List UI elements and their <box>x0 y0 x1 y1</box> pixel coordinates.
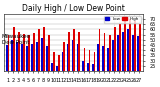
Bar <box>94 52 95 87</box>
Bar <box>77 44 78 87</box>
Bar <box>139 24 141 87</box>
Bar <box>33 33 35 87</box>
Bar <box>137 36 139 87</box>
Bar <box>46 46 48 87</box>
Bar <box>122 32 124 87</box>
Bar <box>114 27 116 87</box>
Bar <box>92 64 94 87</box>
Text: Milwaukee
Dew Point: Milwaukee Dew Point <box>2 34 30 45</box>
Bar <box>18 32 20 87</box>
Bar <box>68 32 70 87</box>
Legend: Low, High: Low, High <box>104 16 140 23</box>
Bar <box>89 50 90 87</box>
Bar <box>13 27 15 87</box>
Bar <box>11 40 13 87</box>
Bar <box>127 29 129 87</box>
Bar <box>102 46 104 87</box>
Bar <box>26 46 28 87</box>
Bar <box>107 48 109 87</box>
Bar <box>48 35 50 87</box>
Bar <box>36 42 38 87</box>
Bar <box>129 19 131 87</box>
Bar <box>132 35 134 87</box>
Bar <box>62 52 63 87</box>
Bar <box>72 40 73 87</box>
Bar <box>31 44 33 87</box>
Bar <box>97 44 99 87</box>
Bar <box>23 34 25 87</box>
Bar <box>58 55 60 87</box>
Bar <box>28 35 30 87</box>
Bar <box>8 35 9 87</box>
Bar <box>119 24 121 87</box>
Bar <box>21 44 23 87</box>
Bar <box>78 32 80 87</box>
Bar <box>84 48 85 87</box>
Bar <box>124 21 126 87</box>
Bar <box>41 38 43 87</box>
Bar <box>104 33 105 87</box>
Bar <box>82 61 84 87</box>
Bar <box>43 27 45 87</box>
Bar <box>38 29 40 87</box>
Bar <box>134 21 136 87</box>
Bar <box>6 45 8 87</box>
Bar <box>53 52 55 87</box>
Bar <box>87 63 89 87</box>
Bar <box>109 35 111 87</box>
Bar <box>63 42 65 87</box>
Title: Daily High / Low Dew Point: Daily High / Low Dew Point <box>22 4 125 13</box>
Bar <box>56 66 58 87</box>
Bar <box>67 44 68 87</box>
Bar <box>99 29 100 87</box>
Bar <box>51 63 53 87</box>
Bar <box>117 35 119 87</box>
Bar <box>73 29 75 87</box>
Bar <box>16 42 18 87</box>
Bar <box>112 40 114 87</box>
